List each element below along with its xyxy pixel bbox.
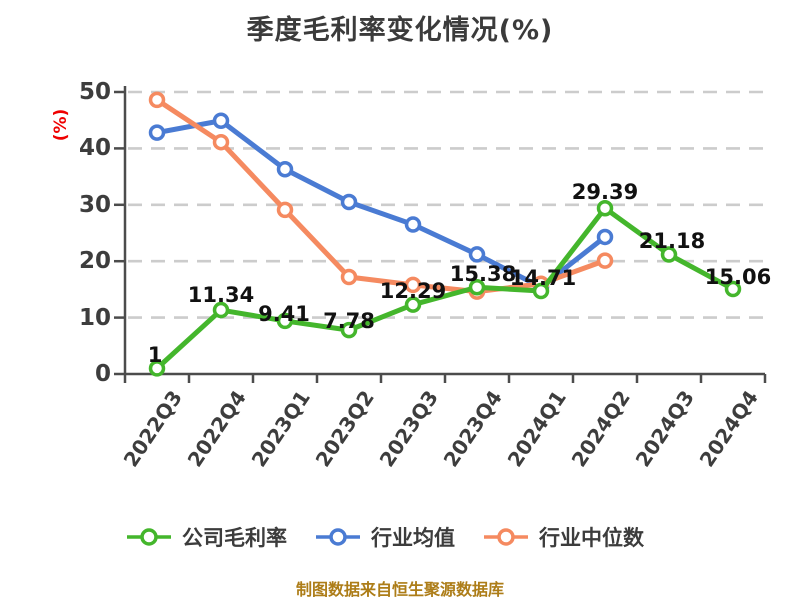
- legend-label-industry-median: 行业中位数: [539, 526, 644, 550]
- series-point-industry-mean-2: [276, 161, 294, 178]
- y-tick-label-20: 20: [78, 248, 111, 275]
- chart-title: 季度毛利率变化情况(%): [246, 15, 554, 46]
- legend-marker-green-icon: [127, 528, 171, 546]
- series-point-industry-mean-5: [468, 246, 486, 263]
- legend-label-industry-mean: 行业均值: [371, 526, 455, 550]
- series-point-industry-mean-7: [596, 228, 614, 246]
- series-point-company-gross-margin-4: [404, 296, 422, 313]
- series-point-industry-mean-4: [404, 216, 422, 233]
- series-point-company-gross-margin-6: [532, 282, 550, 300]
- y-tick-label-50: 50: [78, 79, 111, 105]
- legend-marker-orange-icon: [484, 528, 528, 546]
- series-line-industry-mean: [154, 118, 608, 290]
- legend-item-industry-mean[interactable]: 行业均值: [315, 522, 455, 552]
- series-point-industry-median-0: [148, 91, 166, 109]
- series-point-company-gross-margin-5: [468, 279, 486, 296]
- series-point-industry-median-2: [276, 201, 294, 219]
- series-point-company-gross-margin-8: [660, 246, 678, 263]
- data-source-note: 制图数据来自恒生聚源数据库: [295, 580, 504, 599]
- series-point-company-gross-margin-7: [596, 199, 614, 217]
- series-point-industry-mean-3: [340, 193, 358, 211]
- series-point-company-gross-margin-9: [724, 280, 742, 298]
- series-point-company-gross-margin-1: [212, 301, 230, 319]
- y-tick-label-10: 10: [78, 304, 111, 331]
- series-point-company-gross-margin-3: [340, 321, 358, 339]
- legend-label-company-gross-margin: 公司毛利率: [182, 526, 287, 550]
- legend-marker-blue-icon: [316, 528, 360, 546]
- series-line-company-gross-margin: [154, 205, 736, 371]
- series-point-company-gross-margin-2: [276, 312, 294, 330]
- legend: 公司毛利率 行业均值 行业中位数: [0, 522, 800, 552]
- series-line-industry-median: [154, 97, 608, 295]
- series-point-company-gross-margin-0: [148, 360, 166, 377]
- legend-item-company-gross-margin[interactable]: 公司毛利率: [126, 522, 287, 552]
- series-point-industry-median-7: [596, 252, 614, 269]
- series-point-industry-median-4: [404, 276, 422, 294]
- series-point-industry-median-1: [212, 133, 230, 151]
- y-tick-label-0: 0: [94, 361, 111, 387]
- series-point-industry-mean-0: [148, 124, 166, 141]
- y-tick-label-30: 30: [78, 191, 111, 218]
- series-point-industry-median-3: [340, 268, 358, 286]
- y-tick-label-40: 40: [78, 135, 111, 162]
- series-point-industry-mean-1: [212, 112, 230, 130]
- legend-item-industry-median[interactable]: 行业中位数: [483, 522, 644, 552]
